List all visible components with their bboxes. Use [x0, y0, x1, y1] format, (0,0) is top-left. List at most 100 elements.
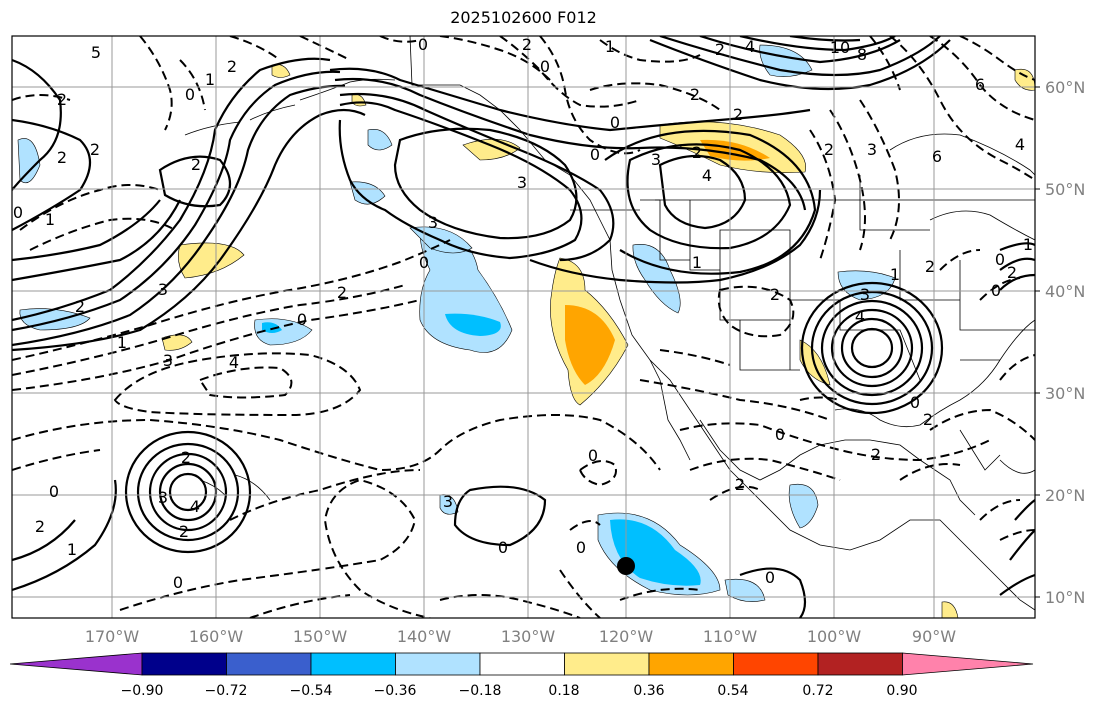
colorbar-swatch [226, 652, 312, 676]
colorbar-tick-label: −0.72 [204, 683, 248, 699]
lon-label: 120°W [598, 627, 654, 646]
svg-text:0: 0 [775, 425, 785, 444]
lon-label: 160°W [188, 627, 244, 646]
lat-label: 10°N [1045, 588, 1086, 607]
svg-text:0: 0 [498, 538, 508, 557]
colorbar-high-extension [902, 652, 1034, 676]
colorbar-swatch [395, 652, 481, 676]
svg-text:3: 3 [860, 285, 870, 304]
plot-title: 2025102600 F012 [450, 8, 597, 27]
colorbar-low-extension [9, 652, 143, 676]
colorbar-swatch [310, 652, 396, 676]
svg-text:10: 10 [830, 38, 850, 57]
svg-text:2: 2 [1007, 263, 1017, 282]
svg-text:2: 2 [337, 283, 347, 302]
svg-text:2: 2 [690, 85, 700, 104]
svg-text:2: 2 [923, 410, 933, 429]
colorbar-tick-label: −0.36 [373, 683, 417, 699]
svg-text:1: 1 [692, 253, 702, 272]
lat-label: 20°N [1045, 486, 1086, 505]
svg-text:0: 0 [910, 393, 920, 412]
graticule [12, 36, 1035, 618]
svg-text:5: 5 [91, 43, 101, 62]
svg-text:3: 3 [158, 488, 168, 507]
svg-text:3: 3 [163, 351, 173, 370]
svg-text:3: 3 [867, 140, 877, 159]
svg-text:4: 4 [190, 497, 200, 516]
colorbar-swatch [479, 652, 565, 676]
svg-text:2: 2 [871, 445, 881, 464]
svg-text:3: 3 [651, 150, 661, 169]
svg-text:2: 2 [57, 90, 67, 109]
svg-text:1: 1 [67, 540, 77, 559]
svg-text:2: 2 [733, 105, 743, 124]
svg-text:2: 2 [179, 522, 189, 541]
svg-text:0: 0 [49, 482, 59, 501]
lon-label: 150°W [292, 627, 348, 646]
svg-text:0: 0 [297, 310, 307, 329]
colorbar-swatch [564, 652, 650, 676]
colorbar-tick-label: 0.90 [886, 683, 918, 699]
dashed-contours [12, 36, 1035, 618]
svg-text:2: 2 [181, 448, 191, 467]
storm-center-marker [617, 557, 635, 575]
svg-text:0: 0 [418, 35, 428, 54]
svg-text:2: 2 [925, 257, 935, 276]
lon-label: 100°W [806, 627, 862, 646]
svg-text:3: 3 [158, 280, 168, 299]
svg-text:2: 2 [75, 297, 85, 316]
svg-text:4: 4 [855, 307, 865, 326]
svg-text:0: 0 [540, 57, 550, 76]
svg-text:1: 1 [1023, 235, 1033, 254]
colorbar-swatch [648, 652, 734, 676]
svg-text:0: 0 [991, 281, 1001, 300]
svg-text:6: 6 [932, 147, 942, 166]
svg-text:0: 0 [576, 538, 586, 557]
svg-text:0: 0 [185, 85, 195, 104]
svg-text:1: 1 [890, 265, 900, 284]
svg-text:0: 0 [590, 145, 600, 164]
colorbar-tick-label: −0.18 [458, 683, 502, 699]
svg-text:2: 2 [735, 475, 745, 494]
svg-text:4: 4 [229, 353, 239, 372]
svg-text:4: 4 [745, 37, 755, 56]
svg-text:3: 3 [517, 173, 527, 192]
svg-text:2: 2 [770, 285, 780, 304]
colorbar-tick-label: 0.18 [548, 683, 580, 699]
svg-text:0: 0 [173, 573, 183, 592]
svg-text:1: 1 [45, 210, 55, 229]
lat-label: 60°N [1045, 78, 1086, 97]
lat-label: 30°N [1045, 384, 1086, 403]
colorbar-swatch [141, 652, 227, 676]
colorbar-tick-label: −0.90 [120, 683, 164, 699]
colorbar-swatch [733, 652, 819, 676]
svg-text:8: 8 [857, 45, 867, 64]
colorbar-swatch [817, 652, 903, 676]
svg-text:2: 2 [824, 140, 834, 159]
svg-text:2: 2 [522, 35, 532, 54]
colorbar-tick-label: 0.72 [802, 683, 834, 699]
svg-text:2: 2 [90, 140, 100, 159]
lon-label: 110°W [702, 627, 758, 646]
svg-text:3: 3 [443, 492, 453, 511]
colorbar-tick-label: −0.54 [289, 683, 333, 699]
svg-text:1: 1 [605, 37, 615, 56]
coastlines [184, 36, 1035, 611]
lon-label: 130°W [500, 627, 556, 646]
svg-text:0: 0 [588, 446, 598, 465]
solid-contours [12, 36, 1035, 618]
svg-text:2: 2 [35, 517, 45, 536]
svg-text:6: 6 [975, 75, 985, 94]
svg-text:0: 0 [765, 568, 775, 587]
lat-label: 40°N [1045, 282, 1086, 301]
svg-text:2: 2 [191, 155, 201, 174]
lat-label: 50°N [1045, 180, 1086, 199]
colorbar-tick-label: 0.36 [633, 683, 665, 699]
svg-text:2: 2 [692, 143, 702, 162]
colorbar [9, 652, 1040, 680]
colorbar-tick-label: 0.54 [717, 683, 749, 699]
contour-labels: 5 2 1 2 0 2 1 4 2 2 2 0 1 2 1 3 0 4 3 0 … [13, 35, 1033, 592]
svg-text:3: 3 [428, 213, 438, 232]
svg-text:0: 0 [995, 250, 1005, 269]
svg-text:1: 1 [117, 333, 127, 352]
